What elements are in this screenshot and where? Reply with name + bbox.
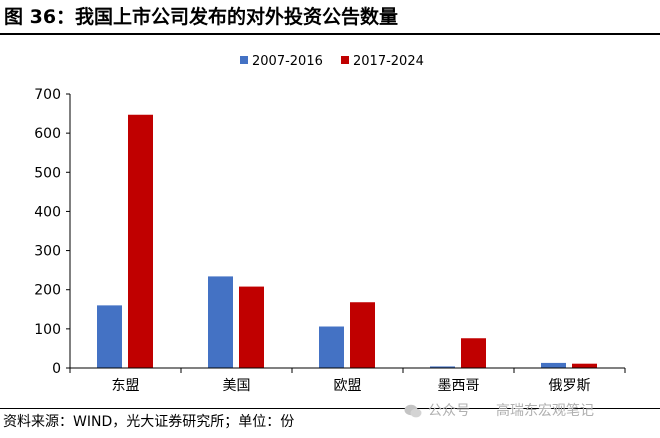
x-tick-label: 欧盟 <box>334 378 362 394</box>
watermark-name: 高瑞东宏观笔记 <box>496 403 594 419</box>
bar-1-2 <box>208 276 233 368</box>
bar-2-1 <box>128 114 153 368</box>
y-tick-label: 300 <box>34 244 61 260</box>
bar-1-4 <box>430 366 455 368</box>
legend-swatch-2 <box>341 56 349 64</box>
x-tick-label: 美国 <box>223 378 251 394</box>
chart-title: 图 36：我国上市公司发布的对外投资公告数量 <box>4 6 399 28</box>
title-divider <box>0 33 660 35</box>
x-tick-label: 墨西哥 <box>438 378 480 394</box>
x-axis: 东盟 美国 欧盟 墨西哥 俄罗斯 <box>69 367 626 394</box>
legend-label-2: 2017-2024 <box>353 54 424 69</box>
bar-2-2 <box>239 286 264 368</box>
legend-swatch-1 <box>240 56 248 64</box>
y-tick-label: 700 <box>34 87 61 103</box>
y-tick-label: 500 <box>34 165 61 181</box>
y-tick-label: 100 <box>34 322 61 338</box>
wechat-icon <box>404 404 422 418</box>
bar-2-4 <box>461 338 486 368</box>
y-tick-label: 200 <box>34 283 61 299</box>
x-tick-label: 俄罗斯 <box>549 378 591 394</box>
watermark: 公众号 高瑞东宏观笔记 <box>404 401 594 421</box>
bar-1-3 <box>319 326 344 368</box>
x-tick-label: 东盟 <box>112 378 140 394</box>
footer-divider <box>0 408 660 409</box>
bars <box>97 114 597 368</box>
legend-label-1: 2007-2016 <box>252 54 323 69</box>
bar-1-1 <box>97 305 122 368</box>
y-tick-label: 600 <box>34 126 61 142</box>
y-tick-label: 0 <box>52 361 61 377</box>
source-note: 资料来源：WIND，光大证券研究所；单位：份 <box>3 414 295 430</box>
bar-2-3 <box>350 302 375 368</box>
bar-2-5 <box>572 363 597 368</box>
legend: 2007-2016 2017-2024 <box>240 54 424 69</box>
watermark-account-label: 公众号 <box>428 403 470 419</box>
y-tick-label: 400 <box>34 204 61 220</box>
bar-1-5 <box>541 362 566 368</box>
y-axis: 0 100 200 300 400 500 600 700 <box>34 87 71 377</box>
